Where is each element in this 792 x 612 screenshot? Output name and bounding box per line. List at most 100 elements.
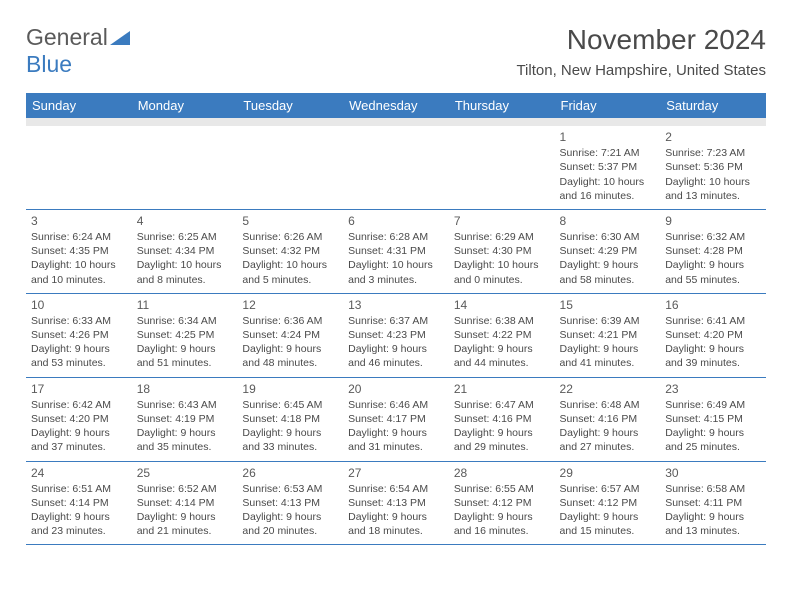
daylight-text: Daylight: 9 hours and 53 minutes.	[31, 342, 127, 370]
sunrise-text: Sunrise: 6:54 AM	[348, 482, 444, 496]
sunset-text: Sunset: 4:32 PM	[242, 244, 338, 258]
sunset-text: Sunset: 4:15 PM	[665, 412, 761, 426]
daylight-text: Daylight: 9 hours and 46 minutes.	[348, 342, 444, 370]
calendar-day-cell: 15Sunrise: 6:39 AMSunset: 4:21 PMDayligh…	[555, 293, 661, 377]
sunrise-text: Sunrise: 6:52 AM	[137, 482, 233, 496]
calendar-day-cell: 28Sunrise: 6:55 AMSunset: 4:12 PMDayligh…	[449, 461, 555, 545]
day-number: 6	[348, 213, 444, 229]
sunset-text: Sunset: 4:21 PM	[560, 328, 656, 342]
sunrise-text: Sunrise: 6:53 AM	[242, 482, 338, 496]
daylight-text: Daylight: 9 hours and 39 minutes.	[665, 342, 761, 370]
sunset-text: Sunset: 4:34 PM	[137, 244, 233, 258]
calendar-day-cell: 24Sunrise: 6:51 AMSunset: 4:14 PMDayligh…	[26, 461, 132, 545]
sunset-text: Sunset: 4:22 PM	[454, 328, 550, 342]
day-number: 14	[454, 297, 550, 313]
calendar-day-cell: 29Sunrise: 6:57 AMSunset: 4:12 PMDayligh…	[555, 461, 661, 545]
day-number: 28	[454, 465, 550, 481]
daylight-text: Daylight: 9 hours and 25 minutes.	[665, 426, 761, 454]
sunrise-text: Sunrise: 6:45 AM	[242, 398, 338, 412]
daylight-text: Daylight: 10 hours and 16 minutes.	[560, 175, 656, 203]
day-number: 26	[242, 465, 338, 481]
calendar-day-cell: 25Sunrise: 6:52 AMSunset: 4:14 PMDayligh…	[132, 461, 238, 545]
daylight-text: Daylight: 10 hours and 3 minutes.	[348, 258, 444, 286]
day-header: Tuesday	[237, 93, 343, 118]
calendar-day-cell: 10Sunrise: 6:33 AMSunset: 4:26 PMDayligh…	[26, 293, 132, 377]
page-header: General Blue November 2024 Tilton, New H…	[26, 24, 766, 79]
sunrise-text: Sunrise: 6:36 AM	[242, 314, 338, 328]
sunset-text: Sunset: 4:14 PM	[31, 496, 127, 510]
daylight-text: Daylight: 9 hours and 55 minutes.	[665, 258, 761, 286]
day-number: 9	[665, 213, 761, 229]
sunset-text: Sunset: 4:19 PM	[137, 412, 233, 426]
sunrise-text: Sunrise: 7:21 AM	[560, 146, 656, 160]
calendar-day-cell: 7Sunrise: 6:29 AMSunset: 4:30 PMDaylight…	[449, 209, 555, 293]
daylight-text: Daylight: 10 hours and 13 minutes.	[665, 175, 761, 203]
daylight-text: Daylight: 9 hours and 23 minutes.	[31, 510, 127, 538]
sunset-text: Sunset: 4:31 PM	[348, 244, 444, 258]
sunrise-text: Sunrise: 6:28 AM	[348, 230, 444, 244]
sunrise-text: Sunrise: 6:34 AM	[137, 314, 233, 328]
sunrise-text: Sunrise: 6:37 AM	[348, 314, 444, 328]
calendar-day-cell: 11Sunrise: 6:34 AMSunset: 4:25 PMDayligh…	[132, 293, 238, 377]
day-number: 13	[348, 297, 444, 313]
calendar-day-cell: 9Sunrise: 6:32 AMSunset: 4:28 PMDaylight…	[660, 209, 766, 293]
sunset-text: Sunset: 4:11 PM	[665, 496, 761, 510]
daylight-text: Daylight: 9 hours and 58 minutes.	[560, 258, 656, 286]
sunset-text: Sunset: 4:30 PM	[454, 244, 550, 258]
sunset-text: Sunset: 4:25 PM	[137, 328, 233, 342]
sunset-text: Sunset: 4:20 PM	[31, 412, 127, 426]
calendar-page: General Blue November 2024 Tilton, New H…	[0, 0, 792, 563]
logo: General Blue	[26, 24, 130, 78]
sunrise-text: Sunrise: 6:55 AM	[454, 482, 550, 496]
logo-word-2: Blue	[26, 51, 72, 77]
calendar-day-cell: 2Sunrise: 7:23 AMSunset: 5:36 PMDaylight…	[660, 126, 766, 209]
day-number: 18	[137, 381, 233, 397]
sunset-text: Sunset: 4:16 PM	[454, 412, 550, 426]
daylight-text: Daylight: 9 hours and 15 minutes.	[560, 510, 656, 538]
day-number: 20	[348, 381, 444, 397]
day-number: 2	[665, 129, 761, 145]
sunset-text: Sunset: 4:29 PM	[560, 244, 656, 258]
day-number: 24	[31, 465, 127, 481]
sunrise-text: Sunrise: 6:58 AM	[665, 482, 761, 496]
day-number: 25	[137, 465, 233, 481]
daylight-text: Daylight: 10 hours and 8 minutes.	[137, 258, 233, 286]
sunrise-text: Sunrise: 7:23 AM	[665, 146, 761, 160]
month-title: November 2024	[516, 24, 766, 56]
calendar-week-row: 10Sunrise: 6:33 AMSunset: 4:26 PMDayligh…	[26, 293, 766, 377]
day-header: Monday	[132, 93, 238, 118]
calendar-week-row: 17Sunrise: 6:42 AMSunset: 4:20 PMDayligh…	[26, 377, 766, 461]
daylight-text: Daylight: 9 hours and 18 minutes.	[348, 510, 444, 538]
location-subtitle: Tilton, New Hampshire, United States	[516, 62, 766, 79]
day-header: Thursday	[449, 93, 555, 118]
calendar-day-cell: 8Sunrise: 6:30 AMSunset: 4:29 PMDaylight…	[555, 209, 661, 293]
day-number: 27	[348, 465, 444, 481]
daylight-text: Daylight: 9 hours and 29 minutes.	[454, 426, 550, 454]
day-number: 5	[242, 213, 338, 229]
sunrise-text: Sunrise: 6:48 AM	[560, 398, 656, 412]
sunrise-text: Sunrise: 6:57 AM	[560, 482, 656, 496]
daylight-text: Daylight: 10 hours and 0 minutes.	[454, 258, 550, 286]
sunrise-text: Sunrise: 6:33 AM	[31, 314, 127, 328]
calendar-day-cell: 26Sunrise: 6:53 AMSunset: 4:13 PMDayligh…	[237, 461, 343, 545]
calendar-day-cell: 21Sunrise: 6:47 AMSunset: 4:16 PMDayligh…	[449, 377, 555, 461]
day-number: 7	[454, 213, 550, 229]
calendar-empty-cell	[26, 126, 132, 209]
sunrise-text: Sunrise: 6:25 AM	[137, 230, 233, 244]
calendar-day-cell: 20Sunrise: 6:46 AMSunset: 4:17 PMDayligh…	[343, 377, 449, 461]
calendar-day-cell: 14Sunrise: 6:38 AMSunset: 4:22 PMDayligh…	[449, 293, 555, 377]
day-number: 11	[137, 297, 233, 313]
sunset-text: Sunset: 4:13 PM	[242, 496, 338, 510]
sunset-text: Sunset: 4:24 PM	[242, 328, 338, 342]
calendar-day-cell: 12Sunrise: 6:36 AMSunset: 4:24 PMDayligh…	[237, 293, 343, 377]
calendar-day-cell: 27Sunrise: 6:54 AMSunset: 4:13 PMDayligh…	[343, 461, 449, 545]
day-number: 12	[242, 297, 338, 313]
sunset-text: Sunset: 4:14 PM	[137, 496, 233, 510]
sunrise-text: Sunrise: 6:47 AM	[454, 398, 550, 412]
calendar-day-cell: 4Sunrise: 6:25 AMSunset: 4:34 PMDaylight…	[132, 209, 238, 293]
calendar-day-cell: 18Sunrise: 6:43 AMSunset: 4:19 PMDayligh…	[132, 377, 238, 461]
day-header: Friday	[555, 93, 661, 118]
sunrise-text: Sunrise: 6:43 AM	[137, 398, 233, 412]
day-number: 30	[665, 465, 761, 481]
day-number: 10	[31, 297, 127, 313]
